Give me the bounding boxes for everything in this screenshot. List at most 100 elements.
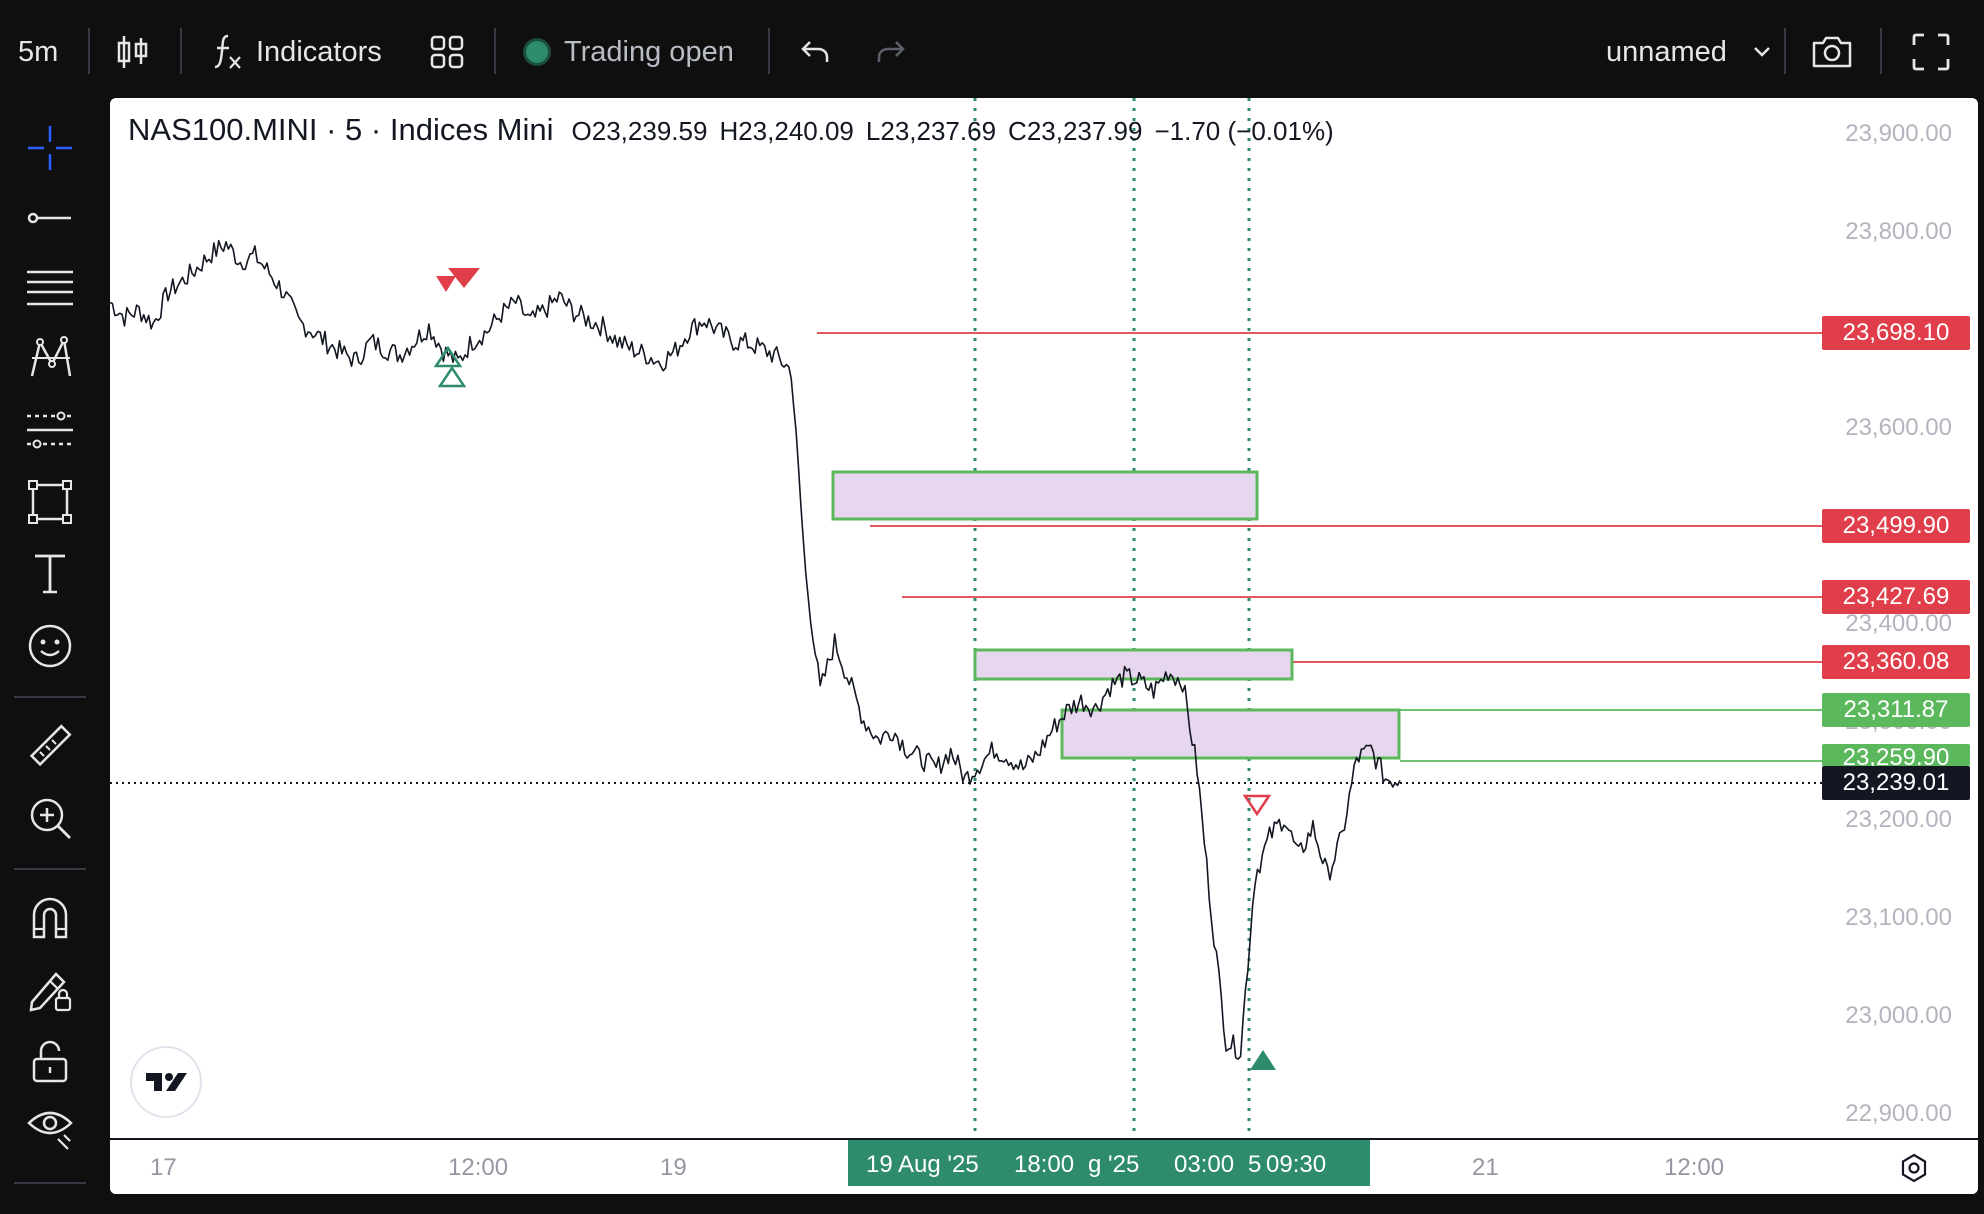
time-axis-label: 17: [150, 1154, 177, 1181]
pencil-lock-icon: [26, 966, 74, 1014]
pattern-icon: [26, 334, 74, 382]
forecast-tool[interactable]: [22, 402, 78, 458]
undo-icon: [800, 39, 830, 65]
text-icon: [31, 552, 69, 596]
toolbar-divider: [88, 28, 90, 74]
symbol-title: NAS100.MINI · 5 · Indices Mini: [128, 112, 554, 147]
toolbar-divider: [14, 1182, 86, 1184]
fullscreen-button[interactable]: [1912, 24, 1950, 80]
price-tag[interactable]: 23,499.90: [1822, 509, 1970, 543]
fib-retracement-icon: [25, 266, 75, 310]
crosshair-time: 03:00: [1174, 1151, 1235, 1178]
trendline-tool[interactable]: [22, 190, 78, 246]
price-tag[interactable]: 23,311.87: [1822, 693, 1970, 727]
grid-icon: [430, 35, 464, 69]
price-axis-label: 23,600.00: [1845, 414, 1952, 441]
interval-label: 5m: [18, 35, 59, 68]
buy-signal-icon[interactable]: [433, 345, 467, 388]
price-axis-label: 23,100.00: [1845, 904, 1952, 931]
price-tag[interactable]: 23,427.69: [1822, 580, 1970, 614]
fib-tool[interactable]: [22, 260, 78, 316]
projection-icon: [25, 408, 75, 452]
candlestick-icon: [116, 34, 150, 70]
sell-signal-icon[interactable]: [1242, 794, 1272, 817]
zoom-tool[interactable]: [22, 790, 78, 846]
price-axis-label: 23,000.00: [1845, 1002, 1952, 1029]
line-tool-icon: [27, 208, 73, 228]
time-axis-label: 19: [660, 1154, 687, 1181]
supply-zone[interactable]: [973, 648, 1294, 681]
emoji-tool[interactable]: [22, 618, 78, 674]
indicators-label: Indicators: [256, 35, 382, 68]
ruler-icon: [26, 722, 74, 770]
hide-drawings-tool[interactable]: [22, 1100, 78, 1156]
time-axis-label: 12:00: [448, 1154, 509, 1181]
layout-templates-button[interactable]: [430, 24, 464, 80]
layout-name: unnamed: [1606, 35, 1727, 68]
price-series[interactable]: [110, 239, 1401, 1060]
magnet-tool[interactable]: [22, 890, 78, 946]
magnet-icon: [28, 895, 72, 941]
gear-icon: [1901, 1153, 1927, 1183]
measure-tool[interactable]: [22, 718, 78, 774]
zoom-in-icon: [27, 795, 73, 841]
price-tag[interactable]: 23,698.10: [1822, 316, 1970, 350]
drawing-toolbar: [0, 96, 100, 1214]
interval-button[interactable]: 5m: [18, 24, 58, 80]
pattern-tool[interactable]: [22, 330, 78, 386]
eye-icon: [26, 1105, 74, 1151]
undo-button[interactable]: [800, 24, 830, 80]
toolbar-divider: [180, 28, 182, 74]
indicators-button[interactable]: Indicators: [212, 24, 382, 80]
crosshair-time: 19 Aug '25: [866, 1151, 979, 1178]
toolbar-divider: [494, 28, 496, 74]
market-status[interactable]: Trading open: [526, 24, 734, 80]
top-toolbar: 5m Indicators Trading open unnamed: [0, 0, 1984, 96]
layout-menu-button[interactable]: unnamed: [1606, 24, 1771, 80]
camera-icon: [1810, 34, 1854, 70]
chevron-down-icon: [1753, 46, 1771, 58]
toolbar-divider: [14, 868, 86, 870]
redo-icon: [876, 39, 906, 65]
tradingview-logo-icon: [146, 1073, 187, 1091]
buy-signal-icon[interactable]: [1250, 1050, 1276, 1070]
price-tag[interactable]: 23,360.08: [1822, 645, 1970, 679]
ohlc-open: O23,239.59: [571, 116, 708, 146]
unlock-icon: [30, 1039, 70, 1085]
sell-signal-icon[interactable]: [436, 268, 480, 292]
chart-type-button[interactable]: [116, 24, 150, 80]
crosshair-time: 18:00: [1014, 1151, 1075, 1178]
crosshair-tool[interactable]: [22, 120, 78, 176]
market-status-label: Trading open: [564, 35, 734, 68]
crosshair-time: g '25: [1088, 1151, 1140, 1178]
crosshair-icon: [26, 124, 74, 172]
toolbar-divider: [1880, 28, 1882, 74]
price-axis-label: 23,900.00: [1845, 120, 1952, 147]
tradingview-logo[interactable]: [132, 1048, 200, 1116]
redo-button[interactable]: [876, 24, 906, 80]
toolbar-divider: [1784, 28, 1786, 74]
ohlc-close: C23,237.99: [1008, 116, 1143, 146]
shape-tool[interactable]: [22, 474, 78, 530]
price-axis-label: 23,800.00: [1845, 218, 1952, 245]
smiley-icon: [27, 623, 73, 669]
lock-drawings-tool[interactable]: [22, 1034, 78, 1090]
last-price-tag[interactable]: 23,239.01: [1822, 766, 1970, 800]
screenshot-button[interactable]: [1810, 24, 1854, 80]
price-chart[interactable]: [110, 98, 1978, 1138]
symbol-legend[interactable]: NAS100.MINI · 5 · Indices Mini O23,239.5…: [128, 112, 1346, 148]
ohlc-high: H23,240.09: [719, 116, 854, 146]
stay-drawing-tool[interactable]: [22, 962, 78, 1018]
demand-zone[interactable]: [1060, 708, 1401, 760]
time-axis-label: 21: [1472, 1154, 1499, 1181]
text-tool[interactable]: [22, 546, 78, 602]
status-dot-icon: [526, 41, 548, 63]
price-axis-label: 23,400.00: [1845, 610, 1952, 637]
price-axis-label: 23,200.00: [1845, 806, 1952, 833]
chart-pane[interactable]: NAS100.MINI · 5 · Indices Mini O23,239.5…: [110, 98, 1978, 1194]
supply-zone[interactable]: [831, 470, 1259, 521]
ohlc-low: L23,237.69: [865, 116, 997, 146]
price-tag[interactable]: 23,259.90: [1822, 744, 1970, 766]
chart-settings-button[interactable]: [1898, 1152, 1930, 1189]
price-axis-label: 22,900.00: [1845, 1100, 1952, 1127]
